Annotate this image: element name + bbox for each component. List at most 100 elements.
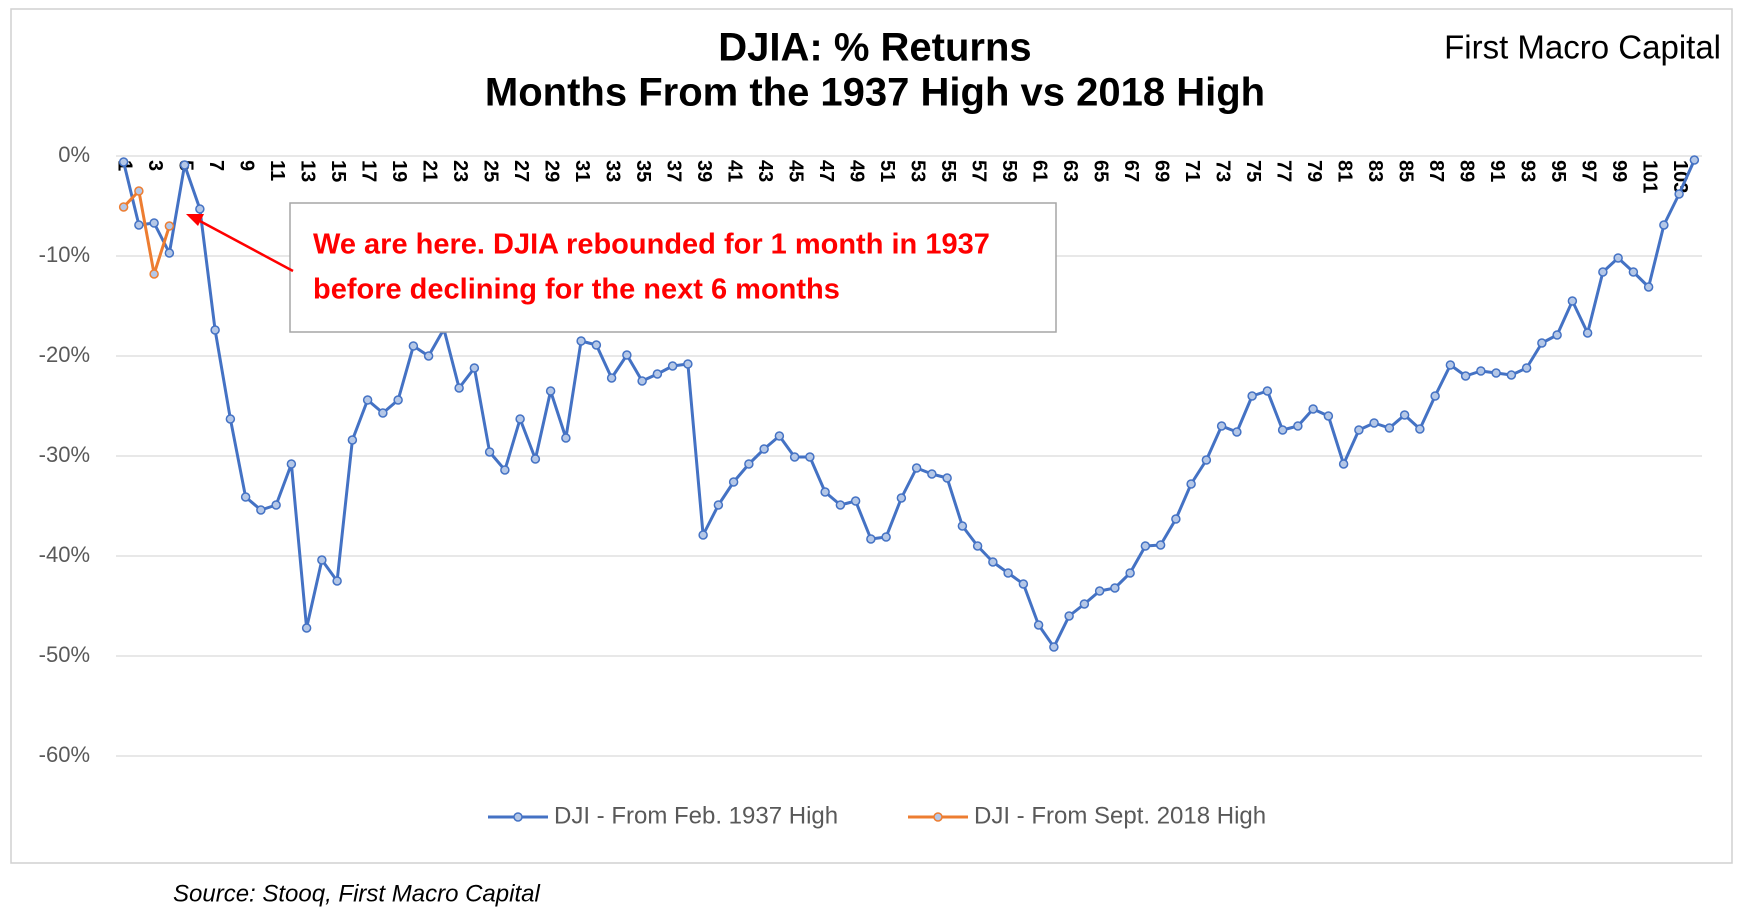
x-tick-label: 15 — [327, 160, 349, 182]
x-tick-label: 7 — [205, 160, 227, 171]
data-point — [759, 444, 769, 454]
data-point — [378, 408, 388, 418]
data-point — [1293, 421, 1303, 431]
data-point — [667, 361, 678, 371]
data-point — [347, 435, 358, 445]
data-point — [393, 395, 403, 405]
x-tick-label: 45 — [784, 160, 806, 182]
x-tick-label: 43 — [754, 160, 776, 182]
data-point — [118, 202, 129, 212]
data-point — [134, 220, 144, 230]
x-tick-label: 49 — [845, 160, 867, 182]
data-point — [179, 160, 190, 170]
x-tick-label: 3 — [144, 160, 166, 171]
x-tick-label: 11 — [266, 160, 288, 181]
x-tick-label: 91 — [1486, 160, 1508, 182]
data-point — [972, 541, 983, 551]
x-tick-label: 89 — [1455, 160, 1477, 182]
series-line — [122, 189, 171, 276]
data-point — [1506, 370, 1517, 380]
data-point — [789, 452, 800, 462]
y-tick-label: -40% — [39, 542, 90, 567]
x-tick-label: 75 — [1242, 160, 1264, 182]
data-point — [698, 530, 708, 540]
x-tick-label: 73 — [1211, 160, 1233, 182]
data-point — [149, 218, 159, 228]
x-tick-label: 47 — [815, 160, 837, 182]
data-point — [1674, 189, 1684, 199]
data-point — [301, 623, 312, 633]
data-point — [423, 351, 434, 361]
x-tick-label: 77 — [1272, 160, 1294, 182]
x-tick-label: 19 — [388, 160, 410, 182]
x-tick-label: 87 — [1425, 160, 1447, 182]
x-tick-label: 13 — [296, 160, 318, 182]
data-point — [1049, 642, 1059, 652]
y-tick-label: -50% — [39, 642, 90, 667]
data-point — [149, 269, 159, 279]
data-point — [1567, 296, 1578, 306]
data-point — [1399, 410, 1410, 420]
data-point — [332, 576, 342, 586]
data-point — [591, 340, 602, 350]
x-tick-label: 37 — [662, 160, 684, 182]
data-point — [515, 414, 525, 424]
data-point — [1262, 386, 1273, 396]
x-tick-label: 39 — [693, 160, 715, 182]
arrow-head — [186, 214, 204, 226]
data-point — [1338, 459, 1349, 469]
x-tick-label: 71 — [1181, 160, 1203, 182]
data-point — [835, 500, 846, 510]
data-point — [500, 465, 510, 475]
y-tick-label: -10% — [39, 242, 90, 267]
brand: First Macro Capital — [1444, 29, 1721, 66]
data-point — [606, 373, 617, 383]
data-point — [1247, 391, 1257, 401]
x-tick-label: 25 — [479, 160, 501, 182]
data-point — [1537, 338, 1547, 348]
x-tick-label: 81 — [1333, 160, 1355, 182]
data-point — [210, 325, 220, 335]
data-point — [195, 204, 205, 214]
data-point — [942, 473, 952, 483]
x-tick-label: 95 — [1547, 160, 1569, 182]
data-point — [164, 248, 175, 258]
data-point — [1598, 267, 1608, 277]
source: Source: Stooq, First Macro Capital — [173, 880, 540, 907]
data-point — [805, 452, 815, 462]
data-point — [240, 492, 251, 502]
data-point — [1186, 479, 1196, 489]
data-point — [637, 376, 647, 386]
chart-title: DJIA: % Returns — [718, 26, 1031, 70]
x-tick-label: 63 — [1059, 160, 1081, 182]
x-tick-label: 41 — [723, 160, 745, 182]
legend-label: DJI - From Sept. 2018 High — [974, 802, 1266, 829]
data-point — [988, 557, 998, 567]
chart-subtitle: Months From the 1937 High vs 2018 High — [485, 71, 1265, 115]
data-point — [820, 487, 830, 497]
data-point — [271, 500, 281, 510]
data-point — [1369, 418, 1379, 428]
data-point — [1384, 423, 1395, 433]
data-point — [1415, 424, 1425, 434]
x-tick-label: 17 — [357, 160, 379, 182]
data-point — [774, 431, 785, 441]
y-tick-label: -60% — [39, 742, 90, 767]
data-point — [362, 395, 373, 405]
y-tick-label: 0% — [58, 142, 90, 167]
data-point — [1445, 360, 1456, 370]
data-point — [1079, 599, 1090, 609]
data-point — [1460, 371, 1471, 381]
x-tick-label: 51 — [876, 160, 898, 182]
data-point — [1643, 282, 1654, 292]
data-point — [911, 463, 922, 473]
y-tick-label: -20% — [39, 342, 90, 367]
data-point — [408, 341, 419, 351]
data-point — [1125, 568, 1135, 578]
data-point — [1033, 620, 1044, 630]
data-point — [1628, 267, 1639, 277]
x-tick-label: 23 — [449, 160, 471, 182]
x-tick-label: 99 — [1608, 160, 1630, 182]
x-tick-label: 21 — [418, 160, 440, 182]
